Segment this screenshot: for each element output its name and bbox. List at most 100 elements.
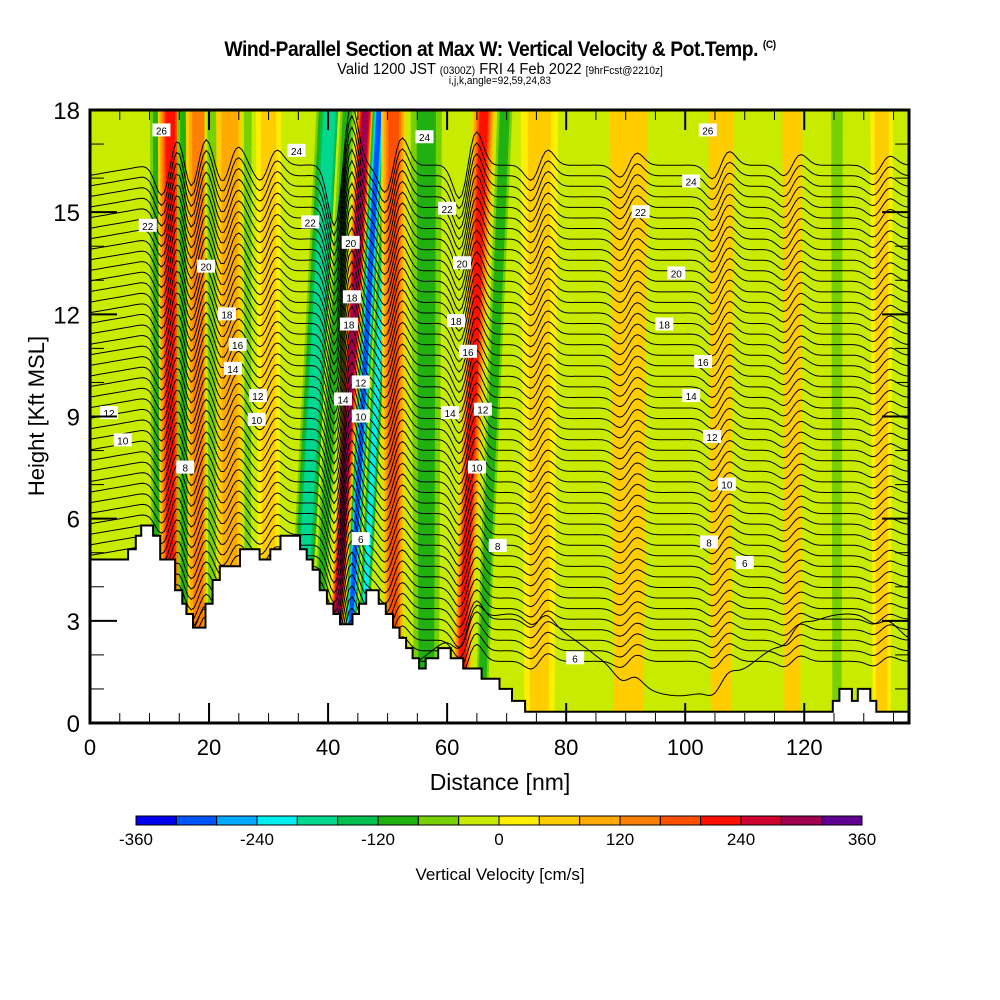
contour-label: 24: [682, 174, 701, 189]
contour-label-box: [113, 433, 132, 447]
y-tick-label: 15: [53, 200, 80, 227]
theta-contour-line: [90, 293, 909, 396]
theta-contour-line: [90, 125, 909, 247]
contour-label-text: 22: [442, 205, 454, 216]
colorbar-label: Vertical Velocity [cm/s]: [415, 865, 584, 884]
theta-contour-line: [90, 484, 909, 564]
contour-label: 18: [655, 317, 674, 332]
contour-label-text: 18: [346, 293, 358, 304]
velocity-band-level: [476, 110, 510, 723]
theta-contour-line: [90, 338, 909, 436]
colorbar-swatch: [498, 815, 540, 826]
colorbar-tick-label: 0: [494, 830, 503, 849]
contour-label-box: [228, 337, 247, 351]
colorbar-tick-label: -240: [240, 830, 274, 849]
chart-subtitle: Valid 1200 JST (0300Z) FRI 4 Feb 2022 [9…: [40, 61, 960, 79]
contour-label-box: [631, 205, 650, 219]
contour-label: 22: [631, 205, 650, 219]
theta-contour-line: [90, 271, 909, 376]
contour-label-box: [566, 651, 585, 665]
contour-label-text: 10: [117, 436, 129, 447]
contour-label-text: 26: [156, 126, 168, 137]
contour-label-box: [702, 429, 721, 443]
contour-label: 22: [301, 215, 320, 229]
contour-label: 6: [735, 555, 754, 570]
chart-subtitle-indices: i,j,k,angle=92,59,24,83: [448, 75, 552, 87]
contour-label: 24: [415, 130, 434, 144]
theta-contour-line: [90, 260, 909, 366]
contour-label: 8: [700, 535, 719, 550]
theta-contour-line: [90, 215, 909, 326]
contour-label-box: [458, 344, 477, 358]
colorbar-swatch: [135, 815, 177, 826]
contour-label-text: 18: [221, 310, 233, 321]
theta-contour-line: [90, 461, 909, 545]
contour-label: 14: [223, 361, 242, 376]
forecast-info: [9hrFcst@2210z]: [585, 65, 663, 77]
y-axis-label: Height [Kft MSL]: [24, 336, 49, 496]
contour-label-box: [694, 355, 713, 369]
contour-label-box: [682, 174, 701, 188]
contour-label: 18: [217, 307, 236, 321]
theta-contour-line: [90, 110, 909, 227]
contour-label-text: 24: [291, 147, 303, 158]
colorbar-swatch: [579, 815, 621, 826]
contour-label-text: 10: [471, 464, 483, 475]
colorbar-tick-label: 240: [727, 830, 755, 849]
contour-label: 10: [351, 409, 370, 424]
colorbar: -360 -240 -120 0 120 240 360: [119, 815, 876, 849]
velocity-band: [575, 110, 611, 723]
contour-label-box: [473, 402, 492, 416]
contour-label-box: [287, 143, 306, 157]
contour-label-box: [217, 307, 236, 321]
colorbar-swatch: [458, 815, 500, 826]
contour-label-box: [152, 123, 171, 137]
contour-label-box: [700, 535, 719, 549]
y-tick-label: 6: [67, 507, 80, 534]
theta-contour-line: [90, 361, 909, 455]
velocity-band-level: [456, 110, 489, 723]
theta-contour-line: [90, 473, 909, 555]
velocity-band-level: [782, 110, 803, 723]
contour-label-text: 12: [706, 433, 718, 444]
theta-contour-line: [90, 517, 909, 594]
velocity-band-level: [416, 110, 436, 723]
theta-contour-line: [90, 237, 909, 346]
theta-contour-line: [90, 114, 909, 237]
contour-label: 18: [447, 314, 466, 328]
x-tick-label: 80: [554, 735, 578, 760]
copyright-mark: (C): [762, 39, 776, 51]
x-tick-label: 40: [316, 735, 340, 760]
theta-contour-line: [90, 170, 909, 287]
contour-label-text: 20: [345, 239, 357, 250]
terrain-profile: [90, 524, 909, 723]
contour-label-box: [351, 532, 370, 546]
contour-label: 18: [342, 290, 361, 304]
colorbar-tick-label: -120: [361, 830, 395, 849]
contour-label-box: [339, 317, 358, 331]
x-tick-label: 60: [435, 735, 459, 760]
contour-label-box: [488, 538, 507, 552]
x-axis-label: Distance [nm]: [430, 769, 571, 795]
contour-label: 18: [339, 317, 358, 332]
theta-contour-line: [90, 159, 909, 277]
theta-contour-line: [90, 204, 909, 317]
velocity-band-level: [831, 110, 843, 723]
colorbar-swatch: [256, 815, 298, 826]
contour-label: 16: [228, 337, 247, 352]
contour-label-box: [415, 130, 434, 144]
colorbar-swatch: [659, 815, 702, 826]
theta-contour-line: [90, 181, 909, 297]
contour-label-box: [717, 477, 736, 491]
contour-label-text: 18: [659, 321, 671, 332]
velocity-band: [410, 110, 442, 723]
velocity-band: [472, 110, 515, 723]
velocity-band: [609, 110, 648, 723]
contour-label-box: [223, 361, 242, 375]
colorbar-tick-label: -360: [119, 830, 153, 849]
contour-label-box: [176, 460, 195, 474]
contour-label: 16: [694, 355, 713, 369]
colorbar-swatch: [337, 815, 379, 826]
contour-label-box: [138, 218, 157, 232]
theta-contour-line: [90, 327, 909, 426]
